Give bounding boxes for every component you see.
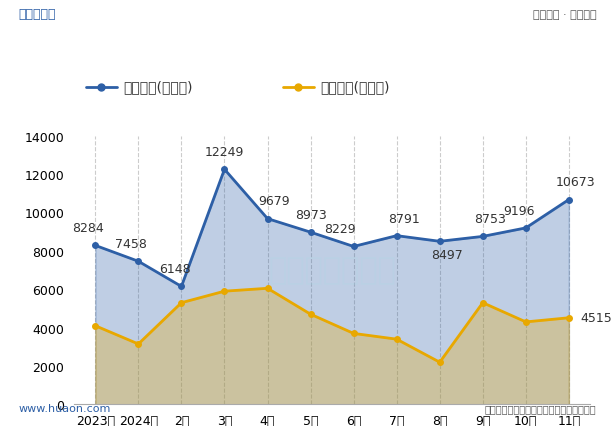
Text: 8791: 8791 bbox=[387, 212, 419, 225]
Text: 2023-2024年银川市商品收发货人所在地进、出口额: 2023-2024年银川市商品收发货人所在地进、出口额 bbox=[121, 39, 494, 59]
Text: 8753: 8753 bbox=[474, 213, 506, 226]
Text: 8229: 8229 bbox=[324, 223, 355, 236]
Text: 8497: 8497 bbox=[430, 248, 462, 261]
Text: 专业严谨 · 客观科学: 专业严谨 · 客观科学 bbox=[533, 10, 597, 20]
Text: 7458: 7458 bbox=[116, 238, 148, 250]
Text: 9196: 9196 bbox=[503, 204, 534, 217]
Text: 8284: 8284 bbox=[73, 222, 105, 235]
Text: 进口总额(万美元): 进口总额(万美元) bbox=[320, 81, 389, 94]
Text: 华经情报网: 华经情报网 bbox=[18, 9, 56, 21]
Text: 4515: 4515 bbox=[580, 311, 612, 325]
Text: 6148: 6148 bbox=[159, 263, 190, 276]
Text: 10673: 10673 bbox=[556, 176, 596, 189]
Text: 9679: 9679 bbox=[259, 195, 290, 208]
Text: 数据来源：中国海关，华经产业研究院整理: 数据来源：中国海关，华经产业研究院整理 bbox=[485, 403, 597, 413]
Text: 12249: 12249 bbox=[205, 146, 244, 159]
Text: 华经产业研究院: 华经产业研究院 bbox=[268, 256, 396, 285]
Text: 出口总额(万美元): 出口总额(万美元) bbox=[123, 81, 192, 94]
Text: 8973: 8973 bbox=[295, 209, 327, 222]
Text: www.huaon.com: www.huaon.com bbox=[18, 403, 111, 413]
